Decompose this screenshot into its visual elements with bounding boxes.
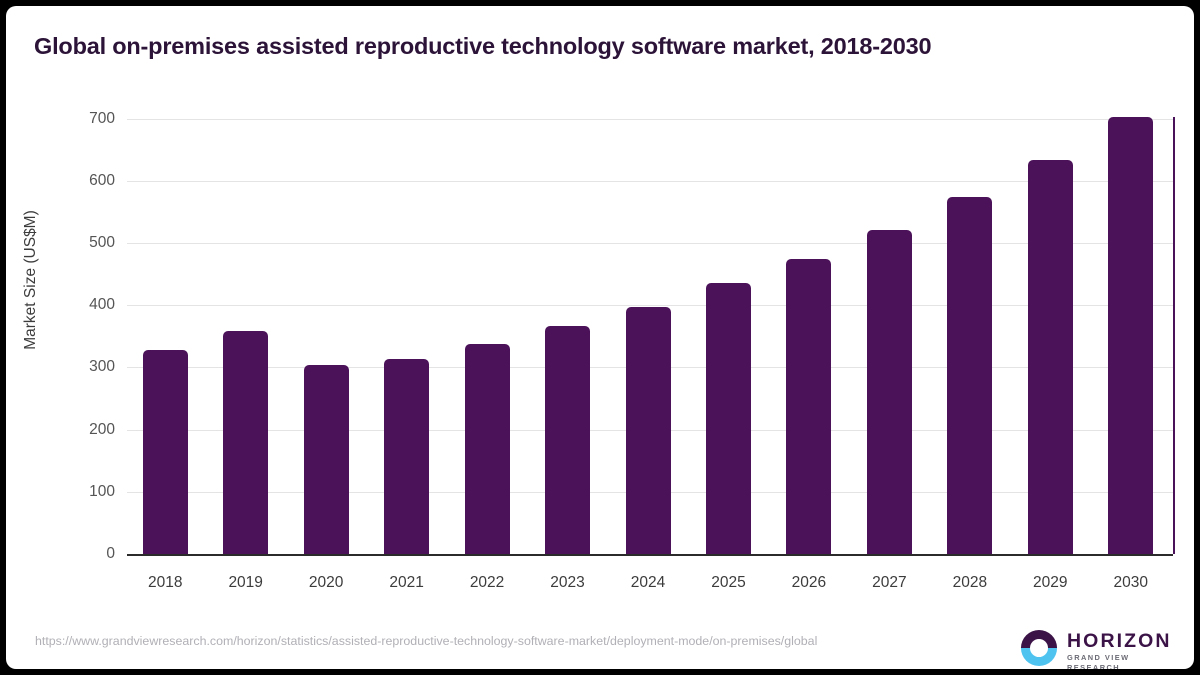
y-tick-label: 600 — [89, 171, 115, 189]
source-url[interactable]: https://www.grandviewresearch.com/horizo… — [35, 634, 818, 648]
y-tick-label: 200 — [89, 420, 115, 438]
y-tick-label: 100 — [89, 482, 115, 500]
logo-wordmark: HORIZON — [1067, 630, 1172, 652]
bar-2023[interactable] — [545, 326, 591, 554]
bar-2026[interactable] — [786, 259, 832, 554]
x-tick-label: 2030 — [1113, 574, 1148, 591]
last-bar-edge — [1173, 116, 1175, 554]
x-tick-label: 2020 — [308, 574, 344, 591]
bar-2029[interactable] — [1027, 159, 1073, 554]
y-tick-label: 300 — [89, 358, 115, 376]
bar-2030[interactable] — [1108, 116, 1154, 554]
y-tick-label: 400 — [89, 296, 115, 314]
x-tick-label: 2019 — [228, 574, 263, 591]
bar-2025[interactable] — [705, 283, 751, 554]
horizon-logo-mark-icon — [1020, 629, 1058, 667]
horizon-logo: HORIZON GRAND VIEW RESEARCH — [1015, 626, 1181, 669]
y-tick-label: 700 — [89, 109, 115, 127]
bar-2018[interactable] — [142, 350, 188, 554]
gridline — [127, 305, 1173, 307]
x-tick-label: 2022 — [469, 574, 505, 591]
chart-page: Global on-premises assisted reproductive… — [6, 6, 1194, 669]
x-tick-label: 2023 — [550, 574, 585, 591]
x-tick-label: 2024 — [630, 574, 666, 591]
gridline — [127, 118, 1173, 120]
bar-2022[interactable] — [464, 343, 510, 554]
page-title: Global on-premises assisted reproductive… — [34, 33, 932, 59]
logo-tagline: GRAND VIEW RESEARCH — [1067, 653, 1130, 669]
bar-2027[interactable] — [866, 230, 912, 554]
y-axis-title: Market Size (US$M) — [22, 210, 39, 350]
bar-2024[interactable] — [625, 306, 671, 554]
x-axis-line — [127, 554, 1173, 556]
x-tick-label: 2028 — [952, 574, 988, 591]
horizon-logo-text: HORIZON GRAND VIEW RESEARCH — [1067, 630, 1181, 670]
chart-plot-area: Market Size (US$M) 0 100 200 300 400 500 600 70… — [6, 6, 1194, 669]
y-tick-label: 0 — [106, 545, 115, 562]
x-tick-label: 2025 — [711, 574, 746, 591]
y-tick-label: 500 — [89, 234, 115, 252]
x-tick-label: 2018 — [147, 574, 183, 591]
x-tick-label: 2026 — [791, 574, 827, 591]
x-tick-label: 2029 — [1033, 574, 1068, 591]
x-tick-label: 2027 — [872, 574, 907, 591]
gridline — [127, 243, 1173, 245]
x-tick-label: 2021 — [389, 574, 424, 591]
bar-2019[interactable] — [223, 331, 269, 554]
bar-2021[interactable] — [384, 359, 430, 554]
bar-2028[interactable] — [947, 197, 993, 554]
gridline — [127, 180, 1173, 182]
bar-2020[interactable] — [303, 364, 349, 554]
